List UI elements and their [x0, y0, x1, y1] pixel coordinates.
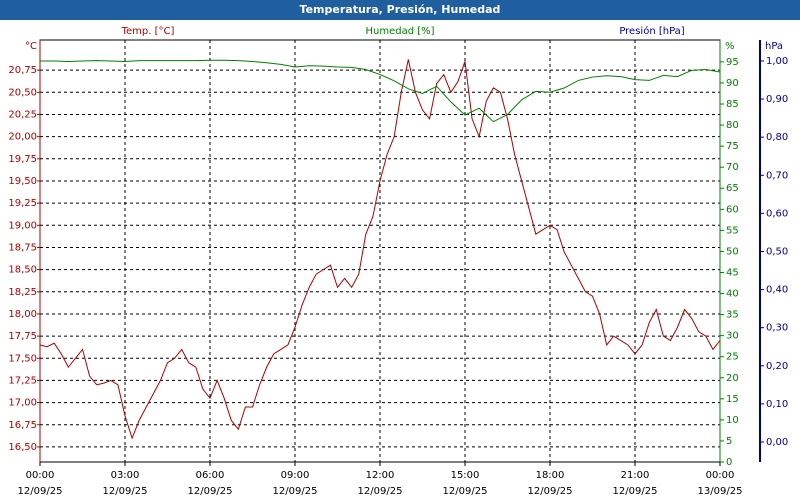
y-tick-label: 5 [726, 436, 732, 447]
y-tick-label: 16,50 [8, 442, 37, 453]
y-tick-label: 19,00 [8, 220, 37, 231]
series-line [40, 59, 721, 123]
y-tick-label: 10 [726, 415, 739, 426]
x-tick-label: 13/09/25 [698, 486, 743, 497]
axis-unit: % [725, 41, 735, 52]
axis-unit: °C [25, 41, 37, 52]
y-tick-label: 0,00 [766, 437, 788, 448]
x-tick-label: 12/09/25 [528, 486, 573, 497]
y-tick-label: 18,25 [8, 287, 37, 298]
y-tick-label: 20,75 [8, 65, 37, 76]
y-tick-label: 40 [726, 289, 739, 300]
y-tick-label: 0,10 [766, 399, 788, 410]
x-tick-label: 15:00 [451, 470, 480, 481]
y-tick-label: 17,75 [8, 331, 37, 342]
y-tick-label: 50 [726, 246, 739, 257]
y-tick-label: 70 [726, 162, 739, 173]
y-tick-label: 65 [726, 183, 739, 194]
x-tick-label: 12/09/25 [613, 486, 658, 497]
y-tick-label: 35 [726, 310, 739, 321]
x-tick-label: 03:00 [111, 470, 140, 481]
x-tick-label: 21:00 [621, 470, 650, 481]
y-tick-label: 18,75 [8, 242, 37, 253]
x-tick-label: 00:00 [26, 470, 55, 481]
axis-title: Humedad [%] [365, 26, 434, 37]
y-tick-label: 20,25 [8, 109, 37, 120]
x-tick-label: 12/09/25 [273, 486, 318, 497]
x-tick-label: 00:00 [706, 470, 735, 481]
y-tick-label: 85 [726, 99, 739, 110]
chart-title: Temperatura, Presión, Humedad [300, 3, 501, 16]
x-tick-label: 18:00 [536, 470, 565, 481]
y-tick-label: 0,40 [766, 285, 788, 296]
y-tick-label: 17,00 [8, 398, 37, 409]
y-tick-label: 75 [726, 141, 739, 152]
x-tick-label: 12/09/25 [188, 486, 233, 497]
x-tick-label: 06:00 [196, 470, 225, 481]
y-tick-label: 20 [726, 373, 739, 384]
y-tick-label: 20,00 [8, 132, 37, 143]
y-tick-label: 17,50 [8, 353, 37, 364]
y-tick-label: 20,50 [8, 87, 37, 98]
x-tick-label: 09:00 [281, 470, 310, 481]
y-tick-label: 55 [726, 225, 739, 236]
x-tick-label: 12:00 [366, 470, 395, 481]
x-tick-label: 12/09/25 [18, 486, 63, 497]
y-tick-label: 30 [726, 331, 739, 342]
axis-title: Temp. [°C] [121, 26, 175, 37]
y-tick-label: 0,60 [766, 208, 788, 219]
axis-unit: hPa [765, 41, 783, 52]
y-tick-label: 80 [726, 120, 739, 131]
y-tick-label: 25 [726, 352, 739, 363]
y-tick-label: 19,25 [8, 198, 37, 209]
y-tick-label: 0 [726, 457, 732, 468]
y-tick-label: 0,80 [766, 132, 788, 143]
x-tick-label: 12/09/25 [358, 486, 403, 497]
axis-title: Presión [hPa] [619, 25, 684, 37]
y-tick-label: 1,00 [766, 56, 788, 67]
y-tick-label: 0,90 [766, 94, 788, 105]
y-tick-label: 90 [726, 78, 739, 89]
y-tick-label: 18,00 [8, 309, 37, 320]
y-tick-label: 19,75 [8, 154, 37, 165]
x-tick-label: 12/09/25 [443, 486, 488, 497]
y-tick-label: 17,25 [8, 375, 37, 386]
y-tick-label: 15 [726, 394, 739, 405]
y-tick-label: 95 [726, 57, 739, 68]
series-line [39, 59, 721, 440]
y-tick-label: 60 [726, 204, 739, 215]
y-tick-label: 18,50 [8, 265, 37, 276]
x-tick-label: 12/09/25 [103, 486, 148, 497]
y-tick-label: 0,50 [766, 246, 788, 257]
title-bar [0, 0, 800, 20]
y-tick-label: 0,70 [766, 170, 788, 181]
y-tick-label: 0,20 [766, 361, 788, 372]
y-tick-label: 19,50 [8, 176, 37, 187]
y-tick-label: 16,75 [8, 420, 37, 431]
y-tick-label: 0,30 [766, 323, 788, 334]
y-tick-label: 45 [726, 267, 739, 278]
